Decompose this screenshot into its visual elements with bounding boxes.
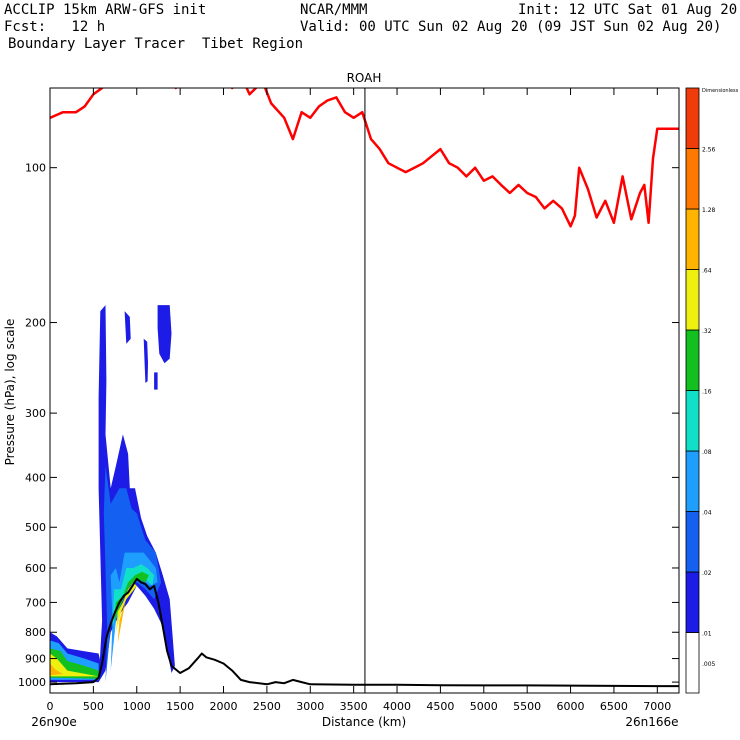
colorbar-level-label: .16: [702, 389, 712, 396]
tracer-blob-left-5: [50, 663, 63, 676]
header-line1-center: NCAR/MMM: [300, 2, 368, 18]
colorbar-level-label: .01: [702, 631, 712, 638]
x-tick-label: 4000: [383, 700, 411, 713]
chart-title: ROAH: [347, 71, 382, 85]
y-tick-label: 300: [25, 407, 46, 420]
y-axis-label: Pressure (hPa), log scale: [3, 319, 17, 466]
x-endpoint-left: 26n90e: [31, 715, 77, 729]
colorbar-swatch: [685, 632, 700, 694]
x-axis-ticks: 0 500 1000 1500 2000 2500 3000 3500 4000 4500 5000…: [47, 88, 671, 713]
colorbar-level-label: .08: [702, 449, 712, 456]
tracer-blob-upper-1: [124, 311, 131, 344]
y-tick-label: 900: [25, 653, 46, 666]
x-tick-label: 5500: [513, 700, 541, 713]
tracer-blob-left-4: [50, 653, 99, 677]
tracer-blob-main-3: [110, 552, 158, 671]
colorbar-swatch: [685, 450, 700, 512]
x-tick-label: 0: [47, 700, 54, 713]
y-tick-label: 700: [25, 596, 46, 609]
header-line2-right: Valid: 00 UTC Sun 02 Aug 20 (09 JST Sun …: [300, 19, 722, 35]
y-tick-label: 600: [25, 562, 46, 575]
x-tick-label: 3000: [296, 700, 324, 713]
x-tick-label: 1000: [123, 700, 151, 713]
tracer-blob-main-7: [117, 602, 126, 644]
header-line3-left: Boundary Layer Tracer Tibet Region: [8, 36, 304, 52]
colorbar-level-label: .32: [702, 328, 712, 335]
tracer-blob-main-5: [114, 571, 149, 621]
x-endpoint-right: 26n166e: [625, 715, 678, 729]
x-tick-label: 6500: [600, 700, 628, 713]
x-tick-label: 2500: [253, 700, 281, 713]
header-line2-left: Fcst: 12 h: [4, 19, 106, 35]
x-tick-label: 500: [83, 700, 104, 713]
x-tick-label: 2000: [210, 700, 238, 713]
colorbar-swatch: [685, 511, 700, 573]
colorbar: .005 .01 .02 .04 .08 .16 .32 .64 1.28 2.56 Dimensi…: [685, 87, 739, 694]
tracer-blob-main-6: [115, 582, 137, 633]
y-axis-ticks: 100 200 300 400 500 600 700 800 900 1000: [18, 162, 679, 689]
colorbar-level-label: .04: [702, 510, 712, 517]
tracer-blob-upper-3: [157, 305, 172, 364]
tracer-blob-upper-2: [143, 338, 148, 383]
colorbar-swatch: [685, 148, 700, 210]
y-tick-label: 800: [25, 626, 46, 639]
colorbar-swatch: [685, 208, 700, 270]
colorbar-swatch: [685, 329, 700, 391]
x-tick-label: 6000: [557, 700, 585, 713]
colorbar-swatch: [685, 87, 700, 149]
colorbar-level-label: .64: [702, 268, 712, 275]
tracer-blob-upper-4: [154, 372, 158, 390]
y-tick-label: 1000: [18, 676, 46, 689]
x-tick-label: 1500: [166, 700, 194, 713]
header-line1-left: ACCLIP 15km ARW-GFS init: [4, 2, 207, 18]
y-tick-label: 200: [25, 317, 46, 330]
colorbar-level-label: 2.56: [702, 147, 716, 154]
x-tick-label: 3500: [340, 700, 368, 713]
colorbar-swatch: [685, 390, 700, 452]
colorbar-level-label: .005: [702, 661, 716, 668]
colorbar-level-label: .02: [702, 570, 712, 577]
colorbar-swatch: [685, 269, 700, 331]
series-lines: [50, 88, 679, 688]
series-line-tropopause: [50, 88, 679, 228]
y-tick-label: 100: [25, 162, 46, 175]
x-tick-label: 7000: [643, 700, 671, 713]
colorbar-level-label: 1.28: [702, 207, 716, 214]
colorbar-swatch: [685, 571, 700, 633]
colorbar-top-label: Dimensionless: [702, 88, 739, 94]
y-tick-label: 400: [25, 471, 46, 484]
tracer-blob-main-4: [112, 564, 155, 627]
x-tick-label: 5000: [470, 700, 498, 713]
x-axis-label: Distance (km): [322, 715, 406, 729]
header-line1-right: Init: 12 UTC Sat 01 Aug 20: [518, 2, 738, 18]
y-tick-label: 500: [25, 521, 46, 534]
tracer-shading: [50, 305, 175, 683]
series-line-terrain: [50, 577, 679, 688]
x-tick-label: 4500: [426, 700, 454, 713]
